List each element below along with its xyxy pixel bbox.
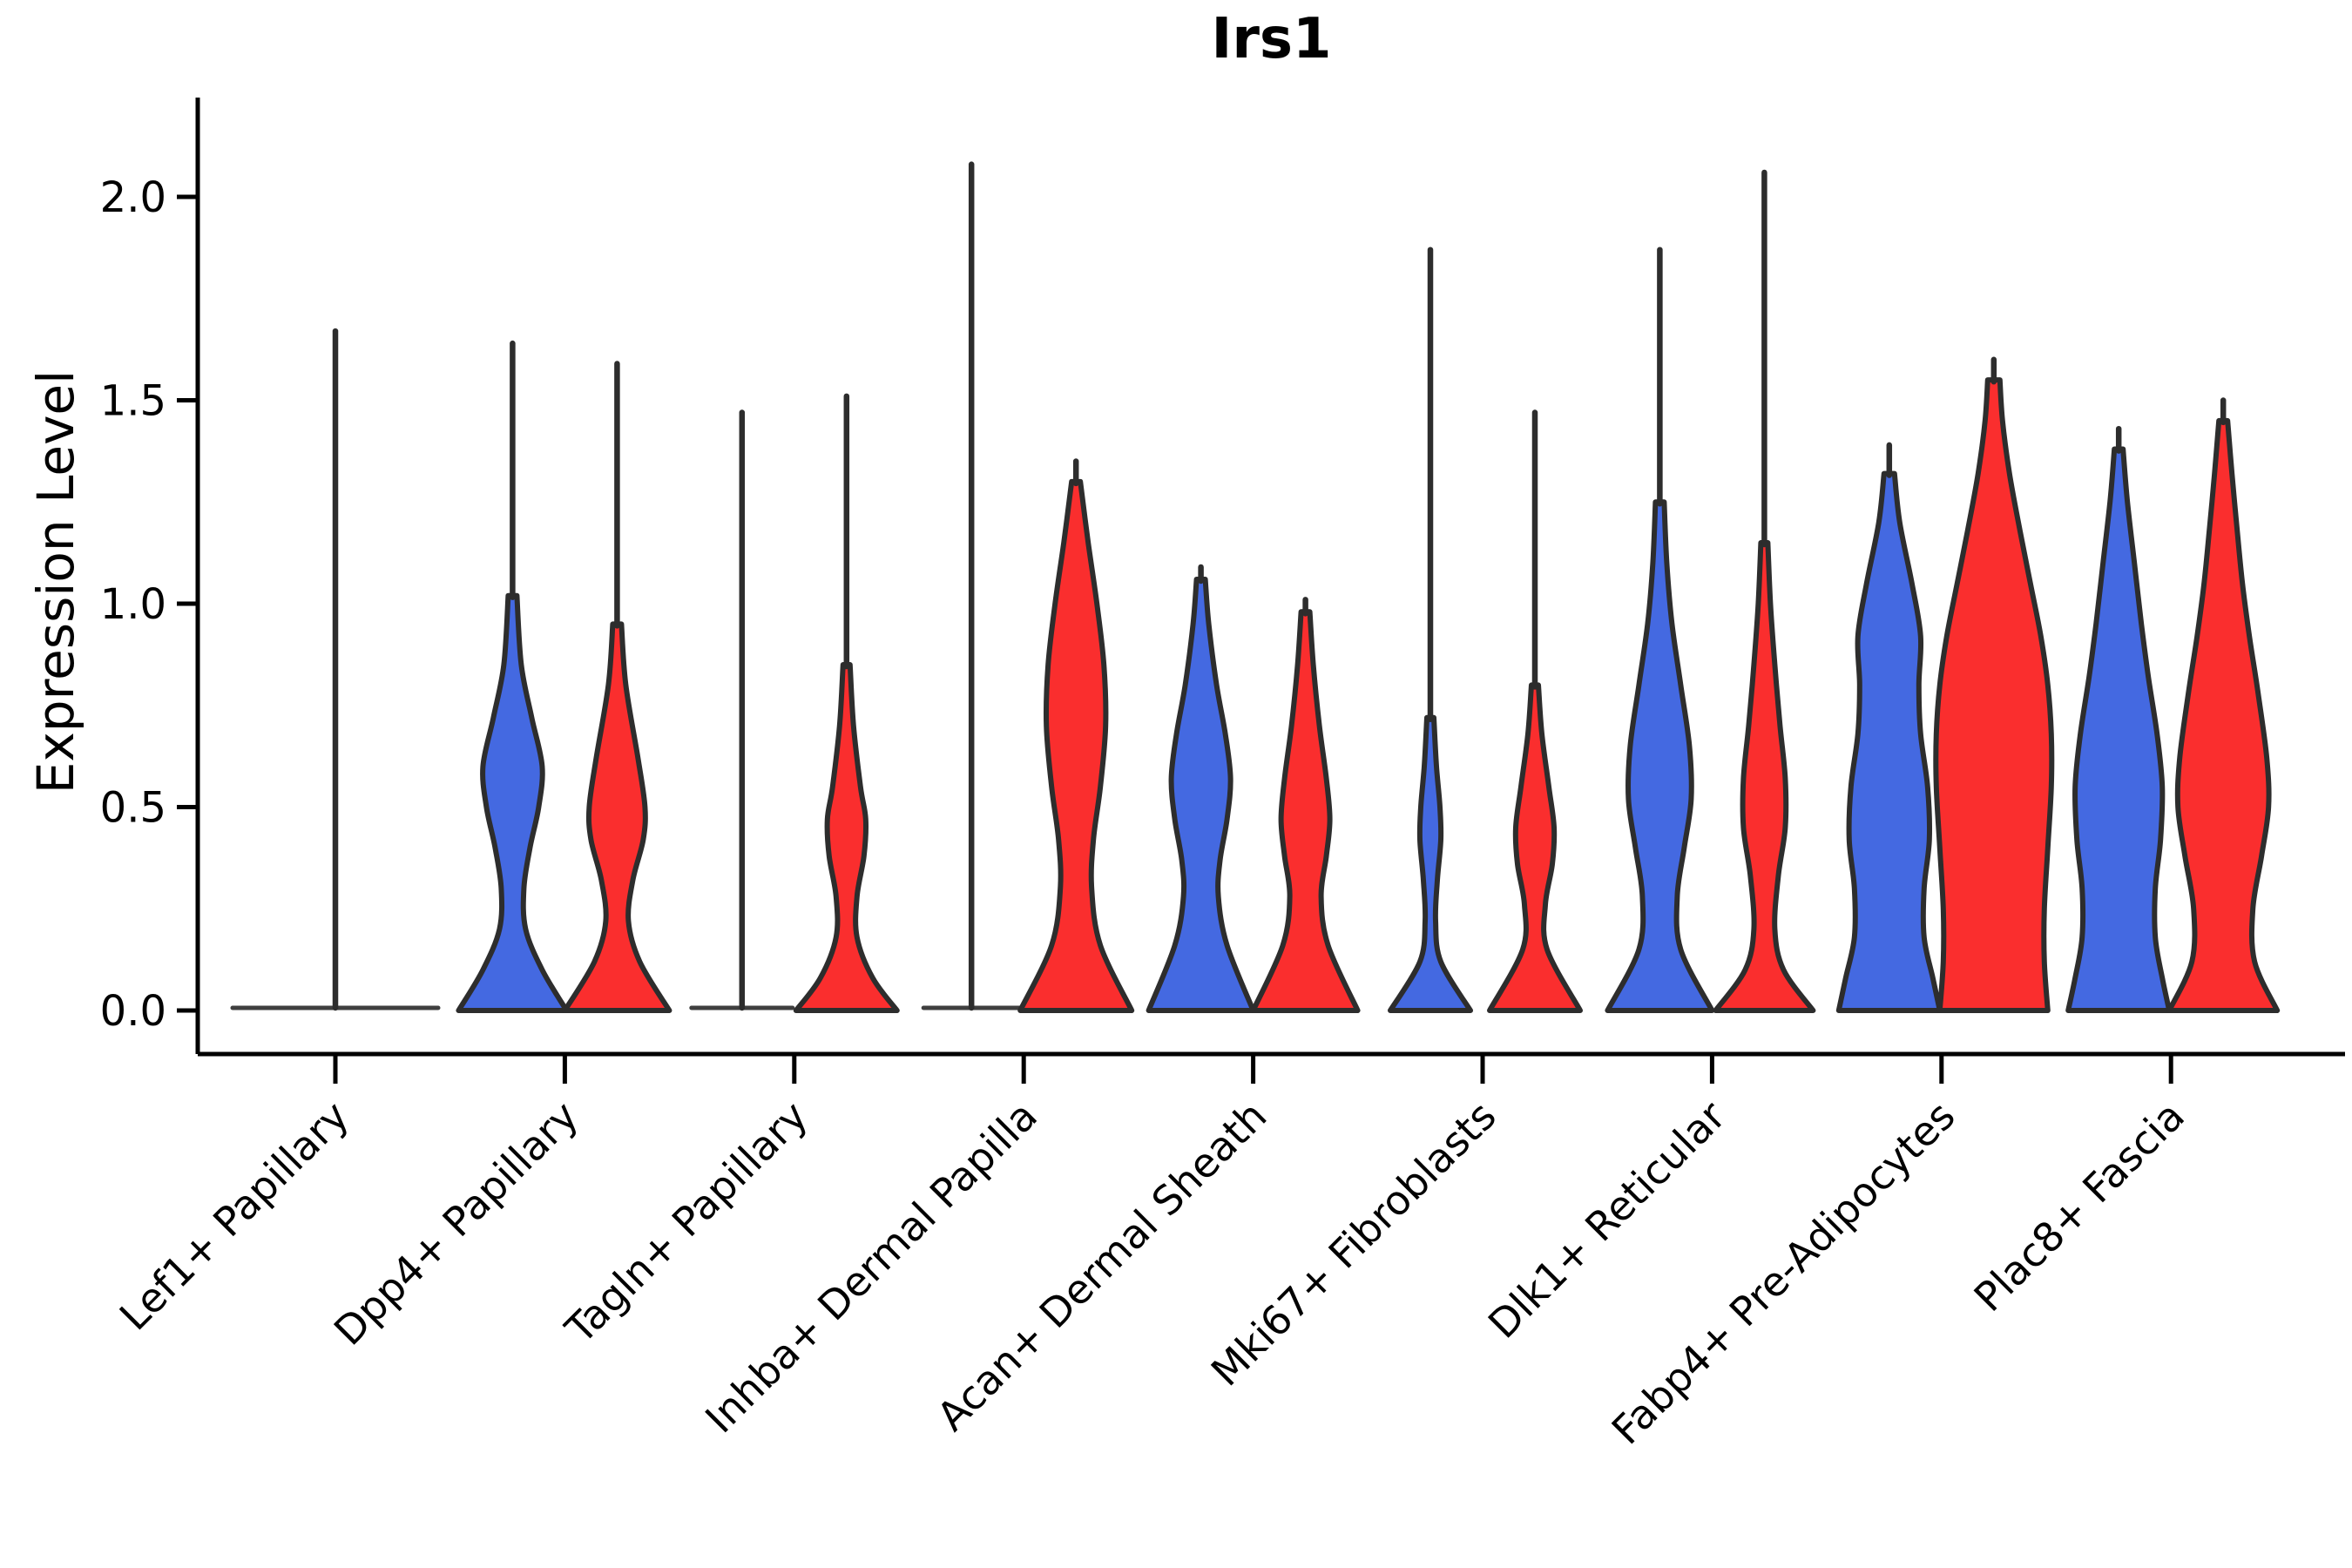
x-tick-label: Tagln+ Papillary <box>556 1092 817 1354</box>
violin-body-4-1 <box>1250 609 1361 1013</box>
violin-body-5-0 <box>1388 714 1473 1013</box>
violin-body-1-1 <box>562 621 672 1013</box>
x-tick-label: Dlk1+ Reticular <box>1479 1092 1734 1348</box>
y-tick-label: 0.0 <box>100 987 166 1036</box>
violin-body-8-1 <box>2166 417 2281 1013</box>
violin-body-2-1 <box>793 662 900 1013</box>
x-tick-label: Dpp4+ Papillary <box>325 1092 587 1355</box>
violin-body-8-0 <box>2065 446 2173 1013</box>
violin-body-6-0 <box>1605 499 1715 1013</box>
violin-body-6-1 <box>1713 540 1816 1013</box>
y-tick-label: 2.0 <box>100 173 166 222</box>
x-tick-label: Plac8+ Fascia <box>1965 1092 2193 1321</box>
violin-body-7-1 <box>1933 377 2055 1013</box>
violin-body-3-1 <box>1017 478 1135 1013</box>
x-tick-label: Lef1+ Papillary <box>111 1092 358 1340</box>
violin-body-5-1 <box>1487 682 1583 1013</box>
y-tick-label: 1.0 <box>100 580 166 629</box>
chart-title: Irs1 <box>1211 7 1332 71</box>
violin-body-7-0 <box>1835 470 1943 1013</box>
y-tick-label: 1.5 <box>100 377 166 426</box>
violin-body-1-0 <box>456 592 570 1013</box>
y-tick-label: 0.5 <box>100 784 166 833</box>
violin-body-4-0 <box>1146 577 1256 1013</box>
